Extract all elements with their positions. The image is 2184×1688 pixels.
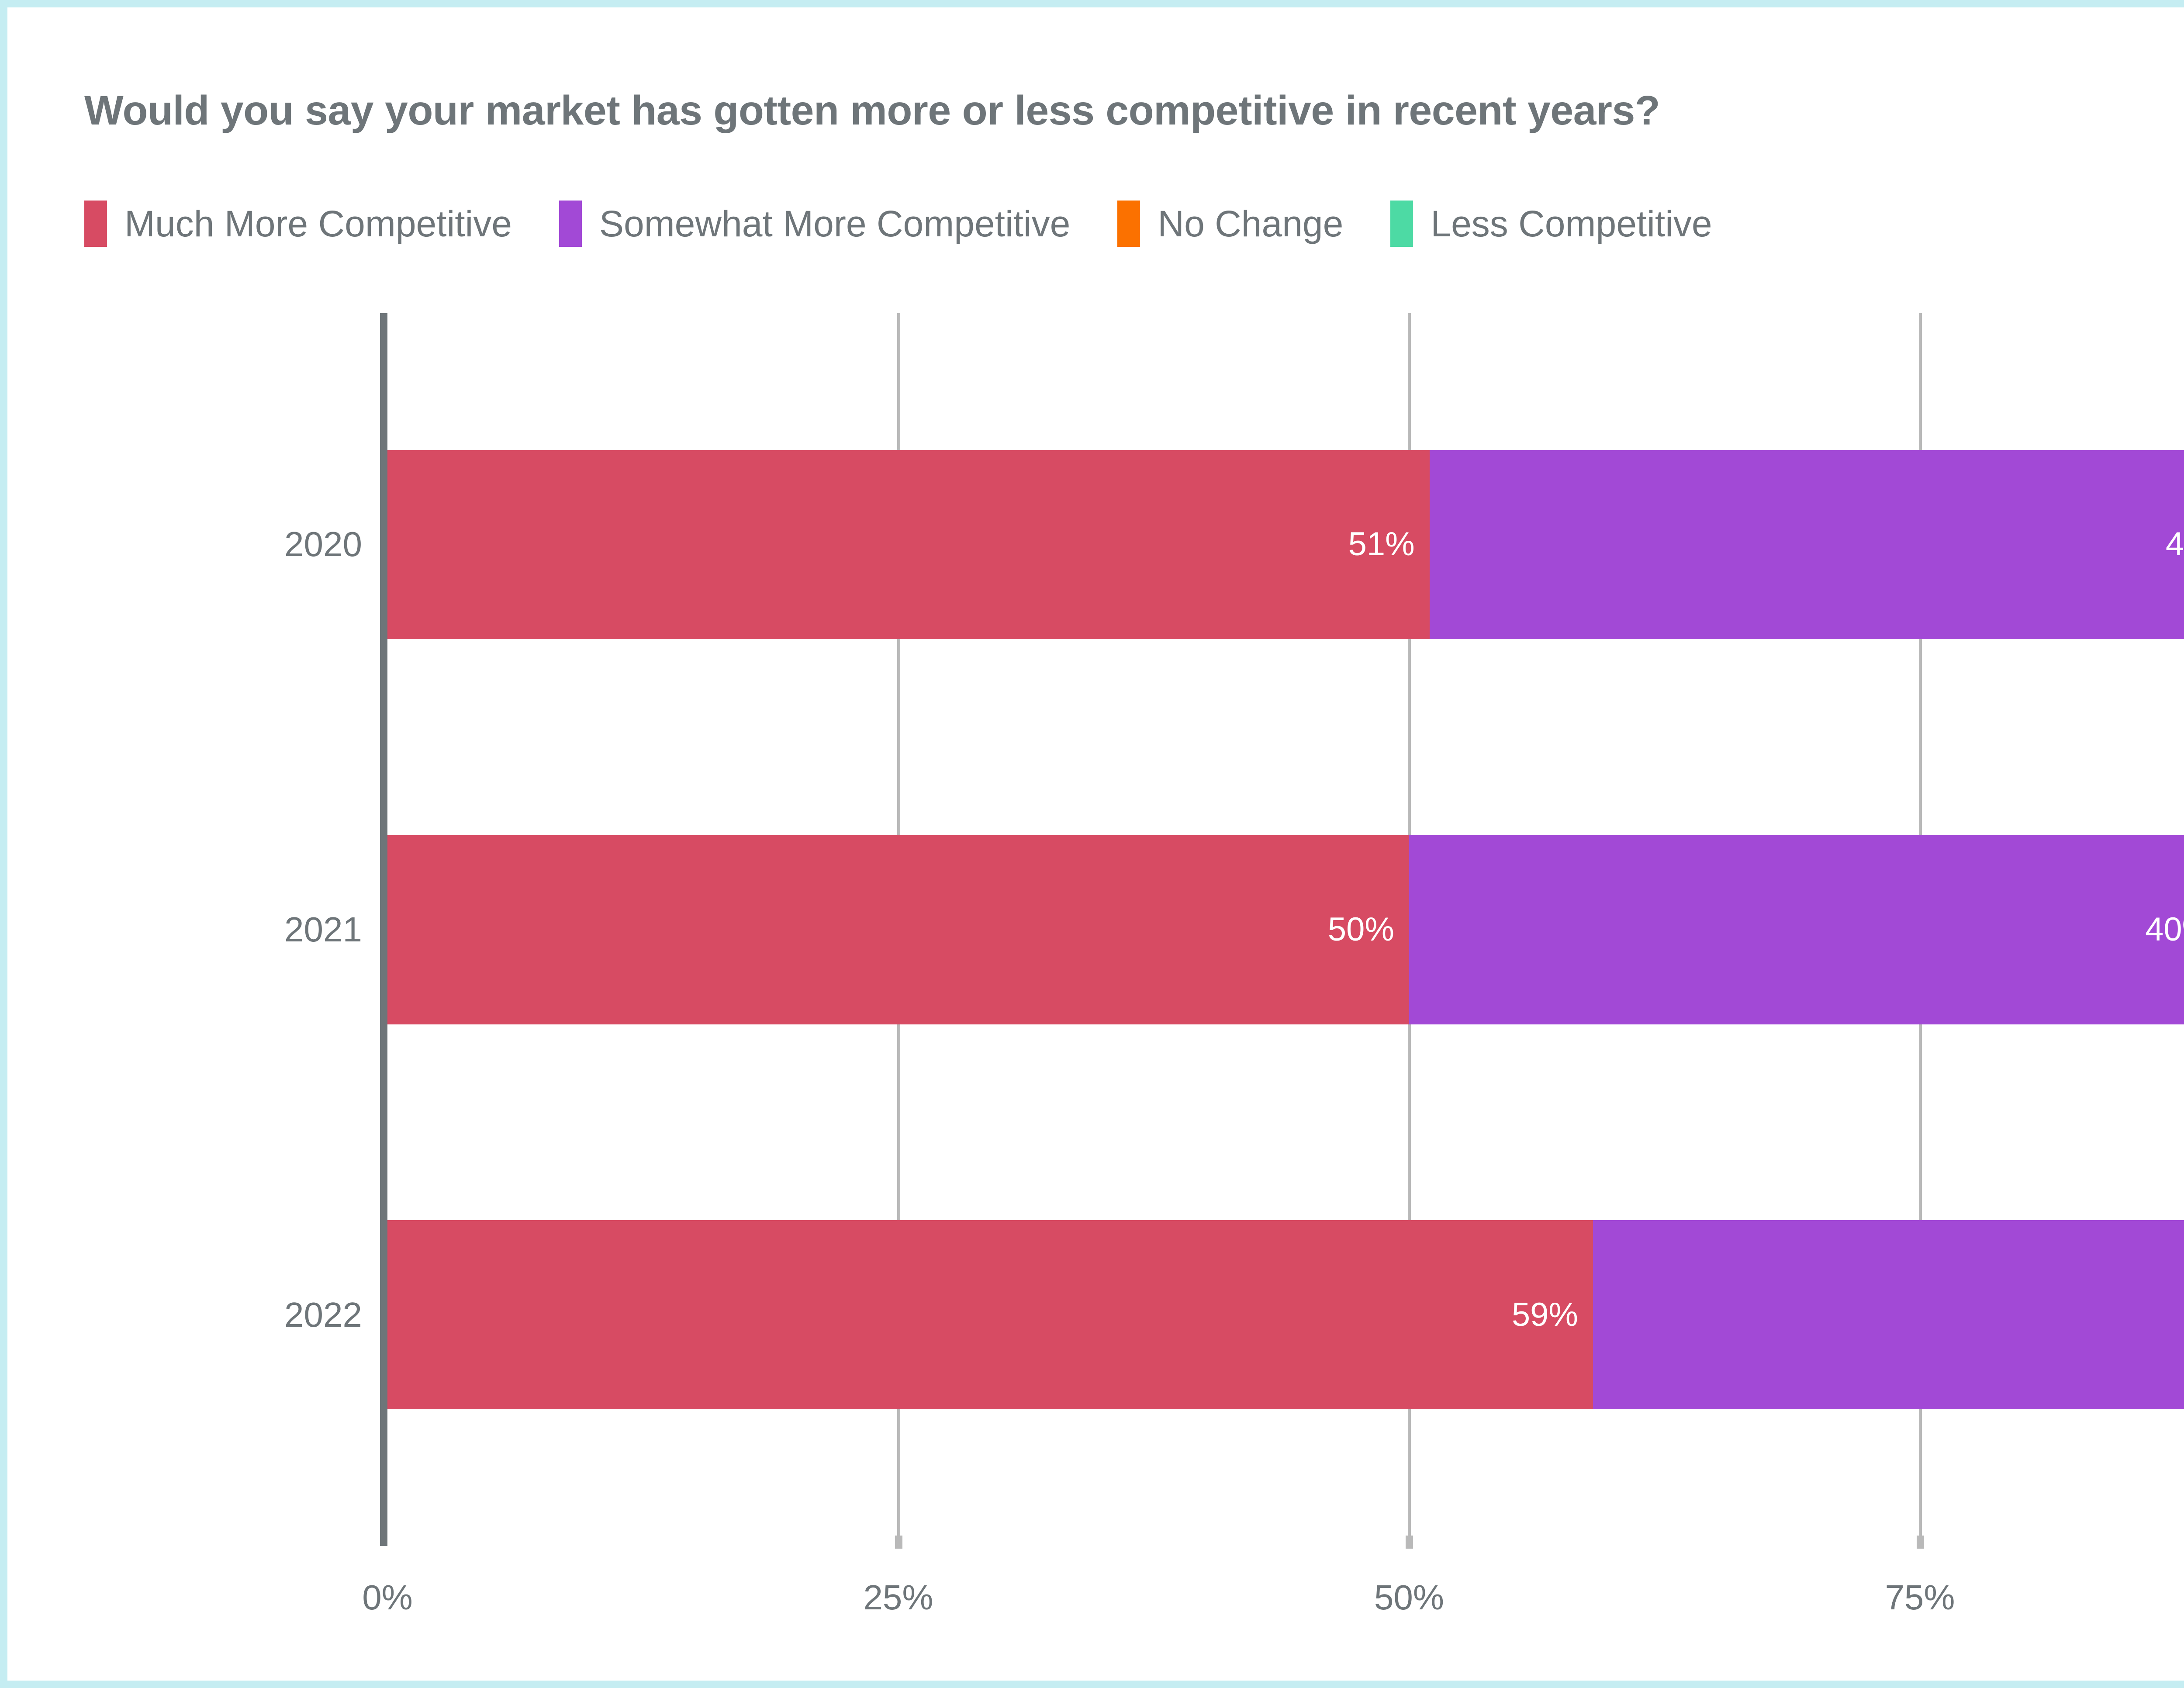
bar-segment[interactable]: 51% [387, 450, 1430, 639]
legend-item-label: Somewhat More Competitive [599, 203, 1071, 244]
bar-segment[interactable]: 50% [387, 835, 1409, 1024]
page-title: Would you say your market has gotten mor… [84, 87, 1660, 134]
bar-row: 51%40%6%3% [387, 450, 2184, 639]
x-axis-tick-labels: 0%25%50%75%100% [362, 1578, 2184, 1628]
bar-segment[interactable]: 35% [1593, 1220, 2184, 1410]
bar-segment-value-label: 51% [1348, 526, 1415, 563]
axis-tick-mark [1406, 1536, 1413, 1549]
legend-item-label: Much More Competitive [124, 203, 512, 244]
y-axis-category-labels: 2020 2021 2022 [284, 313, 2184, 1546]
legend-swatch-icon [84, 201, 107, 247]
bar-segment-value-label: 40% [2145, 911, 2184, 948]
y-axis-category-label: 2022 [284, 1295, 362, 1334]
legend-item-no_change[interactable]: No Change [1117, 201, 1343, 247]
legend-swatch-icon [1390, 201, 1413, 247]
x-axis-tick-label: 50% [1374, 1578, 1444, 1617]
legend-swatch-icon [1117, 201, 1140, 247]
x-axis-tick-label: 25% [863, 1578, 933, 1617]
legend-item-label: No Change [1158, 203, 1344, 244]
x-axis-tick-label: 0% [362, 1578, 413, 1617]
bar-segment-value-label: 40% [2165, 526, 2184, 563]
chart-legend: Much More Competitive Somewhat More Compe… [84, 200, 1712, 248]
legend-item-much_more[interactable]: Much More Competitive [84, 201, 512, 247]
bar-segment[interactable]: 40% [1429, 450, 2184, 639]
bar-segment-value-label: 59% [1511, 1296, 1579, 1333]
legend-item-somewhat_more[interactable]: Somewhat More Competitive [559, 201, 1070, 247]
bar-segment[interactable]: 59% [387, 1220, 1593, 1410]
bar-row: 59%35%3%3% [387, 1220, 2184, 1410]
legend-item-less[interactable]: Less Competitive [1390, 201, 1712, 247]
bar-row: 50%40%4%6% [387, 835, 2184, 1024]
y-axis-line [380, 313, 387, 1546]
x-axis-tick-label: 75% [1885, 1578, 1955, 1617]
legend-item-label: Less Competitive [1431, 203, 1712, 244]
y-axis-category-label: 2020 [284, 525, 362, 564]
legend-swatch-icon [559, 201, 582, 247]
bar-segment-value-label: 50% [1327, 911, 1394, 948]
axis-tick-mark [1916, 1536, 1924, 1549]
y-axis-category-label: 2021 [284, 910, 362, 949]
chart-canvas: Would you say your market has gotten mor… [7, 7, 2184, 1681]
bar-segment[interactable]: 40% [1409, 835, 2184, 1024]
axis-tick-mark [895, 1536, 902, 1549]
